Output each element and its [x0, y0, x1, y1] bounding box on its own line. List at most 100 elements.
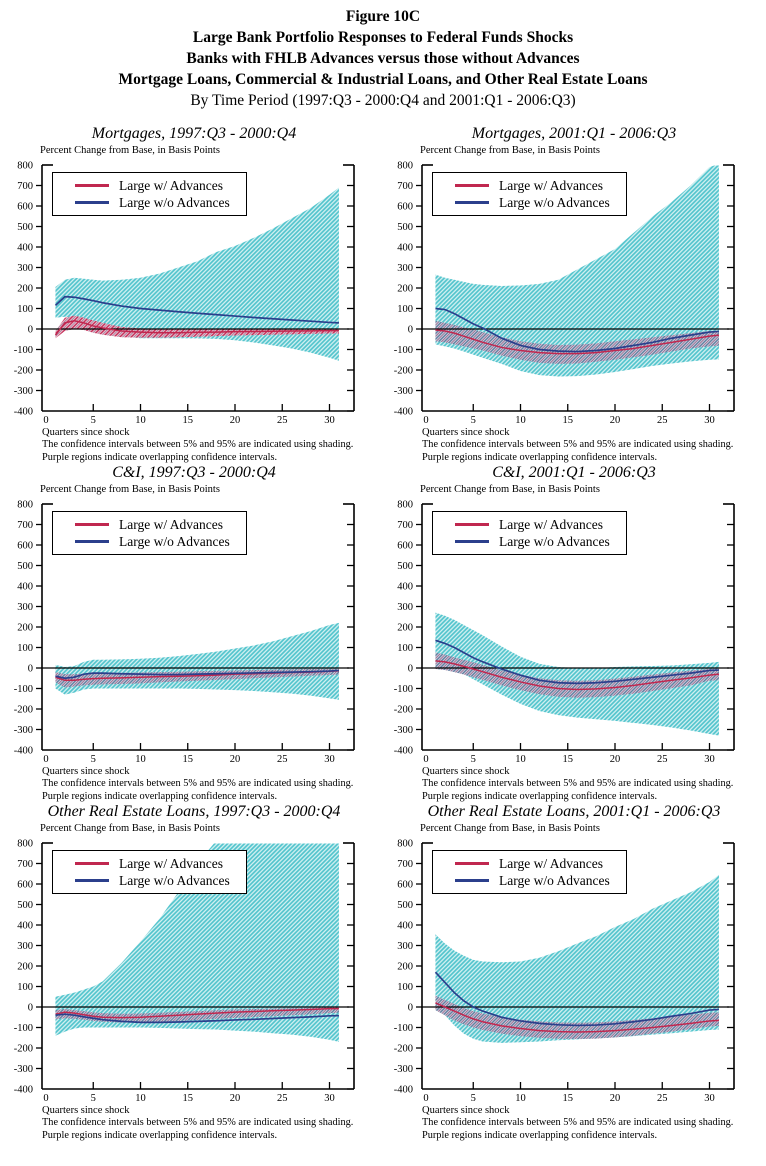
svg-text:10: 10: [135, 754, 146, 765]
overlap-band-purple: [55, 315, 339, 339]
plot-wrap: 800 700 600 500 400 300 200 100 0 -100 -200 -300 -40…: [8, 159, 370, 427]
legend-row: Large w/ Advances: [443, 177, 610, 194]
svg-text:20: 20: [610, 1093, 621, 1104]
chart-ci-2001: C&I, 2001:Q1 - 2006:Q3 Percent Change fr…: [386, 464, 762, 803]
svg-text:0: 0: [43, 1093, 48, 1104]
tick-marks: [36, 862, 354, 1090]
legend-row: Large w/ Advances: [63, 516, 230, 533]
x-axis-label: Quarters since shock: [42, 766, 130, 777]
svg-text:-300: -300: [14, 386, 33, 397]
svg-text:0: 0: [28, 664, 33, 675]
svg-text:10: 10: [135, 415, 146, 426]
footnote-shading: The confidence intervals between 5% and …: [42, 1117, 354, 1128]
svg-text:-300: -300: [394, 1064, 413, 1075]
red-line-swatch-icon: [455, 184, 489, 187]
svg-text:-300: -300: [14, 1064, 33, 1075]
plot-svg: 8007006005004003002001000-100-200-300-40…: [394, 500, 735, 766]
plot-svg: 8007006005004003002001000-100-200-300-40…: [394, 161, 735, 426]
line-large-with-advances: [435, 329, 720, 355]
svg-text:0: 0: [408, 325, 413, 336]
figure-title-line: Large Bank Portfolio Responses to Federa…: [192, 29, 574, 46]
tick-labels: 8007006005004003002001000-100-200-300-40…: [394, 500, 715, 766]
svg-text:-200: -200: [14, 1044, 33, 1055]
svg-text:-100: -100: [394, 1023, 413, 1034]
tick-marks: [416, 862, 734, 1090]
svg-text:300: 300: [17, 941, 33, 952]
tick-labels: 8007006005004003002001000-100-200-300-40…: [14, 500, 335, 766]
svg-text:20: 20: [230, 1093, 241, 1104]
svg-text:0: 0: [423, 415, 428, 426]
chart-other-re-1997: Other Real Estate Loans, 1997:Q3 - 2000:…: [6, 803, 382, 1142]
svg-text:-400: -400: [394, 1085, 413, 1096]
legend-row: Large w/ Advances: [443, 516, 610, 533]
red-line-swatch-icon: [75, 184, 109, 187]
svg-text:-400: -400: [14, 1085, 33, 1096]
svg-text:0: 0: [43, 754, 48, 765]
y-axis-label: Percent Change from Base, in Basis Point…: [40, 823, 220, 834]
svg-text:10: 10: [515, 1093, 526, 1104]
svg-text:5: 5: [91, 754, 96, 765]
svg-text:200: 200: [397, 284, 413, 295]
chart-title: Mortgages, 2001:Q1 - 2006:Q3: [471, 125, 677, 142]
chart-title: C&I, 2001:Q1 - 2006:Q3: [492, 464, 656, 481]
chart-title: Other Real Estate Loans, 1997:Q3 - 2000:…: [47, 803, 341, 820]
svg-text:0: 0: [423, 1093, 428, 1104]
svg-text:-300: -300: [394, 725, 413, 736]
tick-labels: 8007006005004003002001000-100-200-300-40…: [14, 161, 335, 427]
svg-text:-100: -100: [14, 345, 33, 356]
figure-subtitle-line: Banks with FHLB Advances versus those wi…: [186, 50, 580, 67]
svg-text:700: 700: [17, 181, 33, 192]
svg-text:5: 5: [471, 1093, 476, 1104]
chart-title: Other Real Estate Loans, 2001:Q1 - 2006:…: [427, 803, 721, 820]
figure-period-line: By Time Period (1997:Q3 - 2000:Q4 and 20…: [190, 92, 576, 109]
y-axis-label: Percent Change from Base, in Basis Point…: [420, 823, 600, 834]
svg-text:800: 800: [17, 839, 33, 850]
x-axis-label: Quarters since shock: [422, 427, 510, 438]
line-large-with-advances: [435, 660, 720, 691]
plot-wrap: 800 700 600 500 400 300 200 100 0 -100 -200 -300 -40…: [8, 837, 370, 1105]
red-line-swatch-icon: [455, 862, 489, 865]
y-axis-label: Percent Change from Base, in Basis Point…: [420, 484, 600, 495]
confidence-band-cyan: [435, 874, 719, 1043]
legend-row: Large w/o Advances: [443, 194, 610, 211]
plot-svg: 8007006005004003002001000-100-200-300-40…: [394, 839, 735, 1105]
svg-text:100: 100: [397, 982, 413, 993]
figure-loans-line: Mortgage Loans, Commercial & Industrial …: [118, 71, 648, 88]
legend-row: Large w/ Advances: [443, 855, 610, 872]
footnote-purple: Purple regions indicate overlapping conf…: [422, 451, 658, 463]
svg-text:30: 30: [324, 754, 335, 765]
svg-text:400: 400: [17, 582, 33, 593]
line-large-without-advances: [55, 669, 340, 680]
y-axis-label: Percent Change from Base, in Basis Point…: [420, 145, 600, 156]
tick-labels: 8007006005004003002001000-100-200-300-40…: [394, 839, 715, 1105]
confidence-band-cyan: [55, 843, 339, 1042]
svg-text:10: 10: [135, 1093, 146, 1104]
svg-text:400: 400: [17, 921, 33, 932]
line-large-without-advances: [434, 971, 720, 1027]
svg-text:800: 800: [397, 500, 413, 511]
svg-text:-300: -300: [14, 725, 33, 736]
figure-number: Figure 10C: [345, 8, 421, 25]
svg-text:25: 25: [277, 1093, 288, 1104]
svg-text:20: 20: [610, 415, 621, 426]
plot-svg: 8007006005004003002001000-100-200-300-40…: [14, 839, 355, 1104]
x-axis-label: Quarters since shock: [42, 1105, 130, 1116]
svg-text:100: 100: [397, 304, 413, 315]
chart-ci-1997: C&I, 1997:Q3 - 2000:Q4 Percent Change fr…: [6, 464, 382, 803]
blue-line-swatch-icon: [455, 540, 489, 543]
chart-mortgages-1997: Mortgages, 1997:Q3 - 2000:Q4 Percent Cha…: [6, 125, 382, 464]
plot-wrap: 800 700 600 500 400 300 200 100 0 -100 -200 -300 -40…: [388, 498, 750, 766]
legend-row: Large w/o Advances: [63, 872, 230, 889]
svg-text:200: 200: [397, 623, 413, 634]
svg-text:400: 400: [397, 243, 413, 254]
legend-label-without-advances: Large w/o Advances: [499, 533, 610, 549]
svg-text:-100: -100: [394, 684, 413, 695]
legend-label-with-advances: Large w/ Advances: [119, 855, 223, 871]
charts-grid: Mortgages, 1997:Q3 - 2000:Q4 Percent Cha…: [0, 111, 766, 1142]
legend-row: Large w/ Advances: [63, 177, 230, 194]
line-large-without-advances: [55, 1013, 339, 1024]
svg-text:5: 5: [471, 415, 476, 426]
svg-text:-100: -100: [14, 684, 33, 695]
legend-box: Large w/ Advances Large w/o Advances: [52, 850, 247, 894]
svg-text:500: 500: [17, 900, 33, 911]
